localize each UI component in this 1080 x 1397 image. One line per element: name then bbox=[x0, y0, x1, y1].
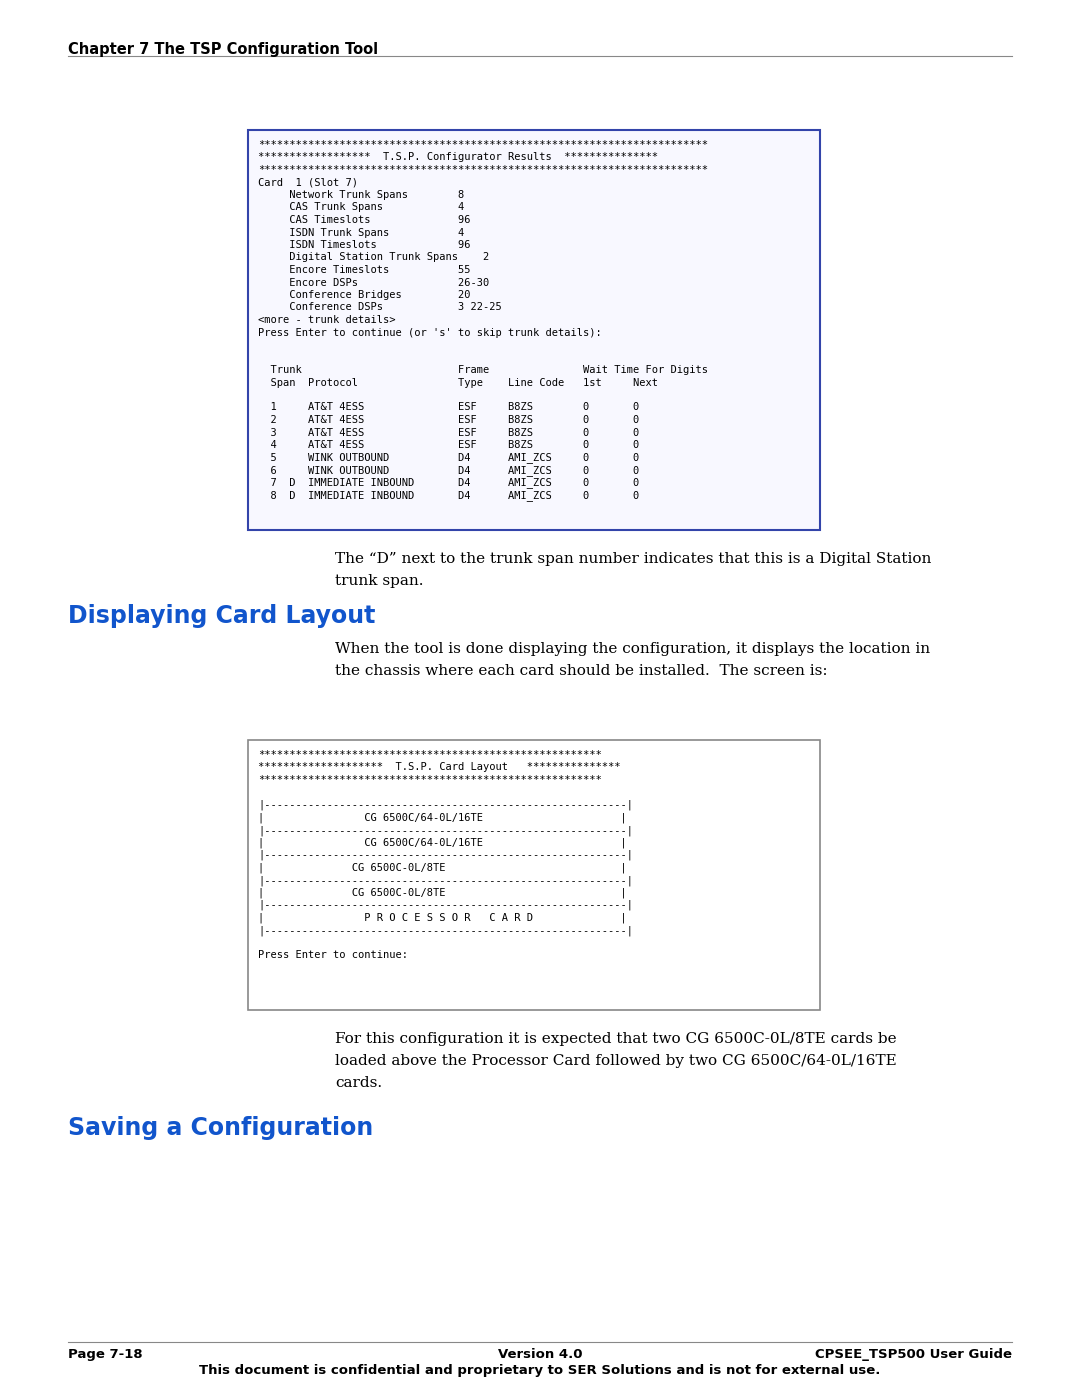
Text: |                CG 6500C/64-0L/16TE                      |: | CG 6500C/64-0L/16TE | bbox=[258, 813, 626, 823]
Text: |----------------------------------------------------------|: |---------------------------------------… bbox=[258, 826, 633, 835]
Text: 3     AT&T 4ESS               ESF     B8ZS        0       0: 3 AT&T 4ESS ESF B8ZS 0 0 bbox=[258, 427, 639, 437]
Text: 4     AT&T 4ESS               ESF     B8ZS        0       0: 4 AT&T 4ESS ESF B8ZS 0 0 bbox=[258, 440, 639, 450]
Text: Press Enter to continue (or 's' to skip trunk details):: Press Enter to continue (or 's' to skip … bbox=[258, 327, 602, 338]
Text: |              CG 6500C-0L/8TE                            |: | CG 6500C-0L/8TE | bbox=[258, 862, 626, 873]
Text: Displaying Card Layout: Displaying Card Layout bbox=[68, 604, 376, 629]
Text: the chassis where each card should be installed.  The screen is:: the chassis where each card should be in… bbox=[335, 664, 827, 678]
Text: Network Trunk Spans        8: Network Trunk Spans 8 bbox=[258, 190, 464, 200]
Text: 5     WINK OUTBOUND           D4      AMI_ZCS     0       0: 5 WINK OUTBOUND D4 AMI_ZCS 0 0 bbox=[258, 453, 639, 464]
Text: |              CG 6500C-0L/8TE                            |: | CG 6500C-0L/8TE | bbox=[258, 887, 626, 898]
Text: |----------------------------------------------------------|: |---------------------------------------… bbox=[258, 875, 633, 886]
Text: ********************  T.S.P. Card Layout   ***************: ******************** T.S.P. Card Layout … bbox=[258, 763, 621, 773]
Text: CPSEE_TSP500 User Guide: CPSEE_TSP500 User Guide bbox=[815, 1348, 1012, 1361]
Text: |----------------------------------------------------------|: |---------------------------------------… bbox=[258, 925, 633, 936]
Text: |----------------------------------------------------------|: |---------------------------------------… bbox=[258, 849, 633, 861]
Text: cards.: cards. bbox=[335, 1076, 382, 1090]
FancyBboxPatch shape bbox=[248, 130, 820, 529]
Text: ******************  T.S.P. Configurator Results  ***************: ****************** T.S.P. Configurator R… bbox=[258, 152, 658, 162]
Text: *******************************************************: ****************************************… bbox=[258, 750, 602, 760]
Text: Card  1 (Slot 7): Card 1 (Slot 7) bbox=[258, 177, 357, 187]
Text: ISDN Timeslots             96: ISDN Timeslots 96 bbox=[258, 240, 471, 250]
Text: Chapter 7 The TSP Configuration Tool: Chapter 7 The TSP Configuration Tool bbox=[68, 42, 378, 57]
Text: For this configuration it is expected that two CG 6500C-0L/8TE cards be: For this configuration it is expected th… bbox=[335, 1032, 896, 1046]
Text: This document is confidential and proprietary to SER Solutions and is not for ex: This document is confidential and propri… bbox=[200, 1363, 880, 1377]
Text: When the tool is done displaying the configuration, it displays the location in: When the tool is done displaying the con… bbox=[335, 643, 930, 657]
Text: trunk span.: trunk span. bbox=[335, 574, 423, 588]
Text: |----------------------------------------------------------|: |---------------------------------------… bbox=[258, 800, 633, 810]
Text: Conference Bridges         20: Conference Bridges 20 bbox=[258, 291, 471, 300]
Text: 2     AT&T 4ESS               ESF     B8ZS        0       0: 2 AT&T 4ESS ESF B8ZS 0 0 bbox=[258, 415, 639, 425]
Text: Page 7-18: Page 7-18 bbox=[68, 1348, 143, 1361]
Text: |----------------------------------------------------------|: |---------------------------------------… bbox=[258, 900, 633, 911]
FancyBboxPatch shape bbox=[248, 740, 820, 1010]
Text: CAS Trunk Spans            4: CAS Trunk Spans 4 bbox=[258, 203, 464, 212]
Text: |                P R O C E S S O R   C A R D              |: | P R O C E S S O R C A R D | bbox=[258, 912, 626, 923]
Text: |                CG 6500C/64-0L/16TE                      |: | CG 6500C/64-0L/16TE | bbox=[258, 837, 626, 848]
Text: Encore Timeslots           55: Encore Timeslots 55 bbox=[258, 265, 471, 275]
Text: ************************************************************************: ****************************************… bbox=[258, 140, 708, 149]
Text: <more - trunk details>: <more - trunk details> bbox=[258, 314, 395, 326]
Text: 6     WINK OUTBOUND           D4      AMI_ZCS     0       0: 6 WINK OUTBOUND D4 AMI_ZCS 0 0 bbox=[258, 465, 639, 476]
Text: Press Enter to continue:: Press Enter to continue: bbox=[258, 950, 408, 960]
Text: Trunk                         Frame               Wait Time For Digits: Trunk Frame Wait Time For Digits bbox=[258, 365, 708, 374]
Text: 7  D  IMMEDIATE INBOUND       D4      AMI_ZCS     0       0: 7 D IMMEDIATE INBOUND D4 AMI_ZCS 0 0 bbox=[258, 478, 639, 489]
Text: ************************************************************************: ****************************************… bbox=[258, 165, 708, 175]
Text: Digital Station Trunk Spans    2: Digital Station Trunk Spans 2 bbox=[258, 253, 489, 263]
Text: The “D” next to the trunk span number indicates that this is a Digital Station: The “D” next to the trunk span number in… bbox=[335, 552, 931, 566]
Text: Version 4.0: Version 4.0 bbox=[498, 1348, 582, 1361]
Text: Conference DSPs            3 22-25: Conference DSPs 3 22-25 bbox=[258, 303, 502, 313]
Text: 8  D  IMMEDIATE INBOUND       D4      AMI_ZCS     0       0: 8 D IMMEDIATE INBOUND D4 AMI_ZCS 0 0 bbox=[258, 490, 639, 502]
Text: ISDN Trunk Spans           4: ISDN Trunk Spans 4 bbox=[258, 228, 464, 237]
Text: loaded above the Processor Card followed by two CG 6500C/64-0L/16TE: loaded above the Processor Card followed… bbox=[335, 1053, 896, 1067]
Text: 1     AT&T 4ESS               ESF     B8ZS        0       0: 1 AT&T 4ESS ESF B8ZS 0 0 bbox=[258, 402, 639, 412]
Text: Saving a Configuration: Saving a Configuration bbox=[68, 1116, 374, 1140]
Text: *******************************************************: ****************************************… bbox=[258, 775, 602, 785]
Text: Encore DSPs                26-30: Encore DSPs 26-30 bbox=[258, 278, 489, 288]
Text: CAS Timeslots              96: CAS Timeslots 96 bbox=[258, 215, 471, 225]
Text: Span  Protocol                Type    Line Code   1st     Next: Span Protocol Type Line Code 1st Next bbox=[258, 377, 658, 387]
